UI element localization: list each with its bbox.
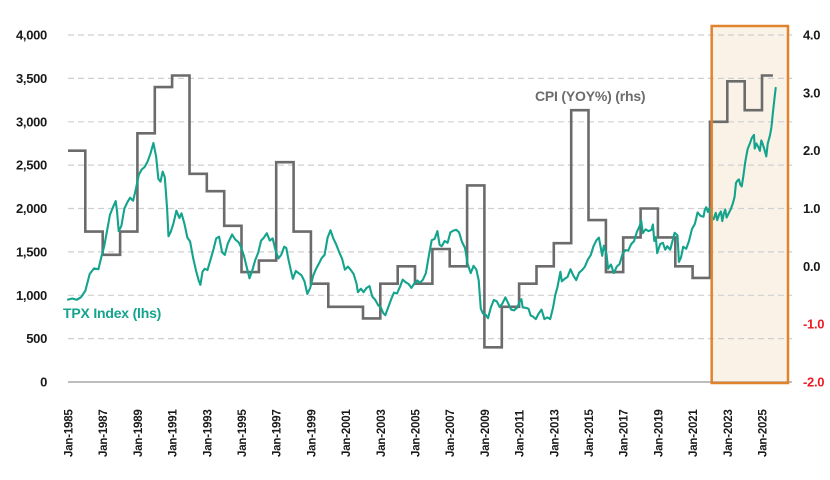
x-axis-tick-label: Jan-2019: [653, 409, 665, 457]
left-axis-tick-label: 2,000: [16, 201, 47, 216]
x-axis-tick-label: Jan-2017: [619, 409, 631, 457]
right-axis-tick-label: 1.0: [803, 201, 820, 216]
x-axis-tick-label: Jan-2007: [445, 409, 457, 457]
x-axis-tick-label: Jan-1997: [272, 409, 284, 457]
x-axis-tick-label: Jan-1989: [133, 409, 145, 457]
x-axis-tick-label: Jan-1991: [168, 409, 180, 457]
tpx-series-label: TPX Index (lhs): [63, 305, 162, 321]
left-axis-tick-label: 4,000: [16, 28, 47, 43]
x-axis-tick-label: Jan-2023: [723, 409, 735, 457]
x-axis-tick-label: Jan-1999: [306, 409, 318, 457]
x-axis-tick-label: Jan-2025: [758, 409, 770, 457]
right-axis-tick-label: -2.0: [803, 375, 824, 390]
left-axis-tick-label: 3,500: [16, 71, 47, 86]
x-axis-tick-label: Jan-1985: [64, 409, 76, 457]
x-axis-tick-label: Jan-1987: [98, 409, 110, 457]
x-axis-tick-label: Jan-2003: [376, 409, 388, 457]
left-axis-tick-label: 500: [26, 331, 47, 346]
highlight-region-border: [710, 24, 790, 385]
tpx-line: [66, 86, 777, 321]
cpi-series-label: CPI (YOY%) (rhs): [535, 88, 646, 104]
left-axis-tick-label: 2,500: [16, 158, 47, 173]
right-axis-tick-label: 4.0: [803, 28, 820, 43]
x-axis-tick-label: Jan-2013: [549, 409, 561, 457]
left-axis-tick-label: 0: [40, 375, 47, 390]
left-axis-tick-label: 3,000: [16, 114, 47, 129]
x-axis-tick-label: Jan-2001: [341, 409, 353, 457]
cpi-step-line: [68, 74, 773, 349]
x-axis-tick-label: Jan-2009: [480, 409, 492, 457]
left-axis-tick-label: 1,500: [16, 244, 47, 259]
x-axis-tick-label: Jan-2005: [411, 409, 423, 457]
right-axis-tick-label: 2.0: [803, 143, 820, 158]
x-axis-tick-label: Jan-2015: [584, 409, 596, 457]
x-axis-tick-label: Jan-2021: [688, 409, 700, 457]
right-axis-tick-label: 3.0: [803, 85, 820, 100]
highlight-region-fill: [711, 26, 788, 383]
left-axis-tick-label: 1,000: [16, 288, 47, 303]
right-axis-tick-label: -1.0: [803, 317, 824, 332]
right-axis-tick-label: 0.0: [803, 259, 820, 274]
x-axis-tick-label: Jan-1993: [202, 409, 214, 457]
x-axis-tick-label: Jan-1995: [237, 409, 249, 457]
x-axis-tick-label: Jan-2011: [515, 409, 527, 457]
